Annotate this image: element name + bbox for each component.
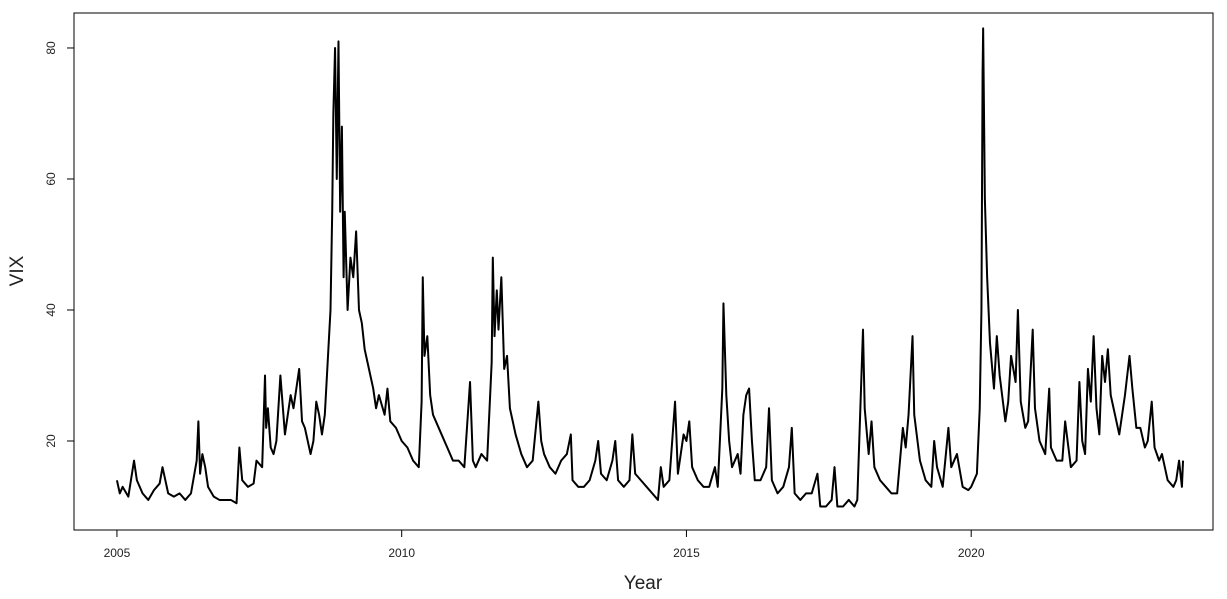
y-tick-label: 40 xyxy=(44,303,58,317)
y-tick-label: 60 xyxy=(44,172,58,186)
x-tick-label: 2020 xyxy=(958,546,985,560)
x-tick-label: 2010 xyxy=(388,546,415,560)
x-tick-label: 2005 xyxy=(104,546,131,560)
y-tick-label: 80 xyxy=(44,41,58,55)
y-axis-label: VIX xyxy=(7,255,28,286)
y-tick-label: 20 xyxy=(44,434,58,448)
series-line xyxy=(115,27,1185,508)
x-axis-label: Year xyxy=(624,573,663,594)
x-tick-label: 2015 xyxy=(673,546,700,560)
plot-frame xyxy=(73,12,1214,531)
